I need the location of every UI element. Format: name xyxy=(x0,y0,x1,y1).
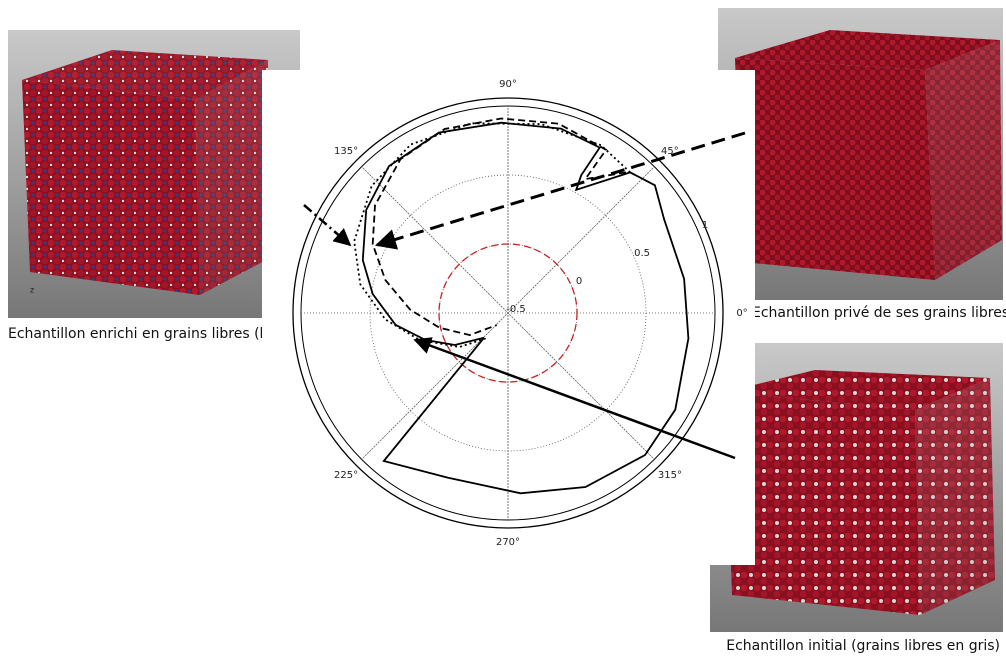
sample-image-depleted xyxy=(718,8,1003,300)
r-tick-label: -0.5 xyxy=(506,304,526,315)
r-tick-label: 1 xyxy=(702,220,708,231)
r-tick-label: 0 xyxy=(576,276,582,287)
polar-plot: -0.5 0 0.5 1 xyxy=(262,70,755,565)
r-tick-label: 0.5 xyxy=(634,248,650,259)
caption: Echantillon initial (grains libres en gr… xyxy=(726,638,1000,654)
caption: Echantillon enrichi en grains libres (bl… xyxy=(8,326,303,342)
sample-image-enriched: z xyxy=(8,30,300,318)
figure: z Echantillon enrichi en grains libres (… xyxy=(0,0,1006,657)
theta-tick-label: 90° xyxy=(499,79,517,90)
theta-tick-label: 225° xyxy=(334,470,358,481)
theta-tick-label: 270° xyxy=(496,537,520,548)
theta-tick-label: 315° xyxy=(658,470,682,481)
svg-text:z: z xyxy=(30,286,34,295)
theta-tick-label: 135° xyxy=(334,146,358,157)
theta-tick-label: 45° xyxy=(661,146,679,157)
caption: Echantillon privé de ses grains libres xyxy=(752,305,1006,321)
theta-tick-label: 0° xyxy=(736,308,747,319)
